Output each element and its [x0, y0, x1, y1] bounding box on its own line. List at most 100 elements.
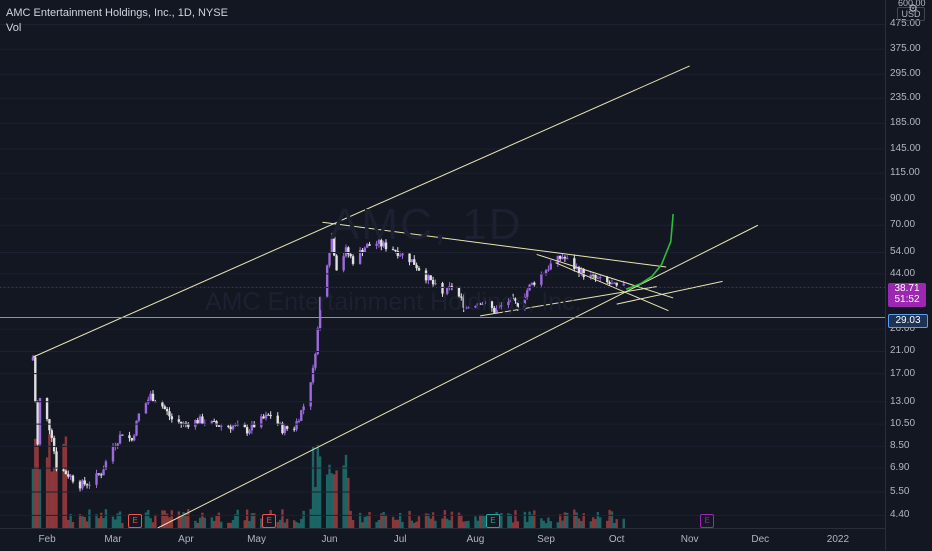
volume-bar	[285, 518, 289, 528]
volume-bar	[558, 514, 562, 528]
candle-body	[302, 406, 305, 411]
price-axis-tick: 10.50	[890, 418, 916, 430]
volume-bar	[549, 521, 552, 528]
candle-body	[212, 421, 216, 423]
candlesticks	[31, 232, 625, 492]
volume-bar	[394, 519, 397, 528]
volume-bar	[196, 522, 199, 528]
candle-body	[377, 240, 381, 244]
candle-body	[358, 249, 362, 264]
earnings-marker[interactable]: E	[700, 514, 715, 528]
volume-bar	[62, 443, 65, 528]
volume-bar	[81, 516, 84, 528]
volume-bar	[165, 513, 169, 528]
candle-body	[264, 414, 268, 419]
time-axis[interactable]	[0, 528, 885, 551]
horizontal-line-price-tag: 29.03	[888, 314, 928, 328]
volume-bar	[401, 521, 404, 528]
trendline	[616, 280, 723, 305]
currency-badge[interactable]: USD	[897, 7, 925, 21]
candle-body	[398, 255, 402, 257]
volume-bar	[481, 514, 484, 528]
volume-bar	[229, 522, 232, 528]
time-axis-tick: Dec	[751, 534, 770, 545]
volume-bar	[610, 511, 614, 528]
candle-body	[121, 434, 124, 436]
volume-bar	[88, 509, 91, 528]
volume-indicator-label[interactable]: Vol	[6, 22, 22, 34]
candle-body	[217, 425, 221, 427]
volume-bar	[408, 510, 411, 528]
candle-body	[464, 307, 468, 309]
volume-bar	[542, 520, 545, 528]
candle-body	[95, 473, 98, 485]
candle-body	[215, 421, 218, 426]
candle-body	[38, 398, 42, 445]
volume-bar	[48, 434, 51, 528]
volume-bar	[622, 518, 625, 528]
volume-bar	[382, 511, 385, 528]
volume-bar	[358, 512, 362, 528]
candle-body	[314, 353, 317, 368]
earnings-marker[interactable]: E	[262, 514, 277, 528]
candle-body	[311, 367, 315, 383]
candle-body	[610, 283, 614, 285]
candle-body	[52, 437, 56, 452]
candle-body	[401, 253, 404, 256]
candle-body	[427, 275, 430, 281]
volume-bar	[434, 520, 437, 528]
candle-body	[408, 253, 411, 263]
chart-legend: AMC Entertainment Holdings, Inc., 1D, NY…	[6, 6, 228, 36]
time-axis-tick: Oct	[608, 534, 625, 545]
candle-body	[431, 279, 435, 285]
candle-body	[245, 427, 249, 434]
volume-bar	[243, 520, 246, 528]
earnings-marker[interactable]: E	[485, 514, 500, 528]
volume-bar	[297, 523, 301, 528]
volume-bar	[368, 512, 371, 528]
candle-body	[85, 484, 89, 486]
price-axis-tick: 475.00	[890, 18, 921, 30]
volume-bar	[170, 510, 174, 528]
candle-body	[318, 297, 322, 329]
candle-body	[325, 265, 329, 298]
volume-bar	[556, 522, 560, 528]
volume-bar	[260, 518, 263, 528]
candle-body	[582, 269, 585, 277]
candle-body	[365, 244, 369, 248]
volume-bar	[523, 511, 527, 528]
candle-body	[622, 283, 625, 286]
volume-bar	[250, 513, 254, 528]
volume-bar	[391, 516, 395, 528]
price-axis-tick: 21.00	[890, 345, 916, 357]
candle-body	[589, 274, 592, 277]
volume-bar	[507, 513, 510, 528]
candle-body	[130, 438, 134, 441]
candle-body	[483, 301, 487, 305]
symbol-title[interactable]: AMC Entertainment Holdings, Inc., 1D, NY…	[6, 7, 228, 19]
candle-body	[580, 269, 583, 275]
volume-bar	[615, 519, 618, 528]
price-axis-tick: 295.00	[890, 68, 921, 80]
volume-bar	[50, 471, 53, 528]
volume-bar	[528, 511, 531, 528]
settings-icon[interactable]: ⚙	[908, 3, 918, 15]
candle-body	[97, 473, 101, 475]
candle-body	[351, 256, 355, 264]
volume-bar	[154, 514, 157, 528]
price-axis[interactable]: 4.40 5.50 6.90 8.50 10.50 13.00 17.00 21.00 26.0…	[885, 0, 932, 550]
volume-bar	[509, 514, 512, 528]
candle-body	[523, 296, 527, 308]
volume-bar	[330, 473, 334, 528]
candle-body	[135, 420, 138, 436]
volume-bar	[104, 509, 108, 528]
volume-bar	[325, 474, 329, 528]
candle-body	[342, 256, 345, 271]
candle-body	[429, 275, 432, 280]
candle-body	[78, 481, 82, 489]
time-axis-tick: 2022	[826, 534, 850, 545]
candle-body	[69, 475, 72, 477]
volume-bar	[182, 512, 185, 528]
earnings-marker[interactable]: E	[128, 514, 143, 528]
